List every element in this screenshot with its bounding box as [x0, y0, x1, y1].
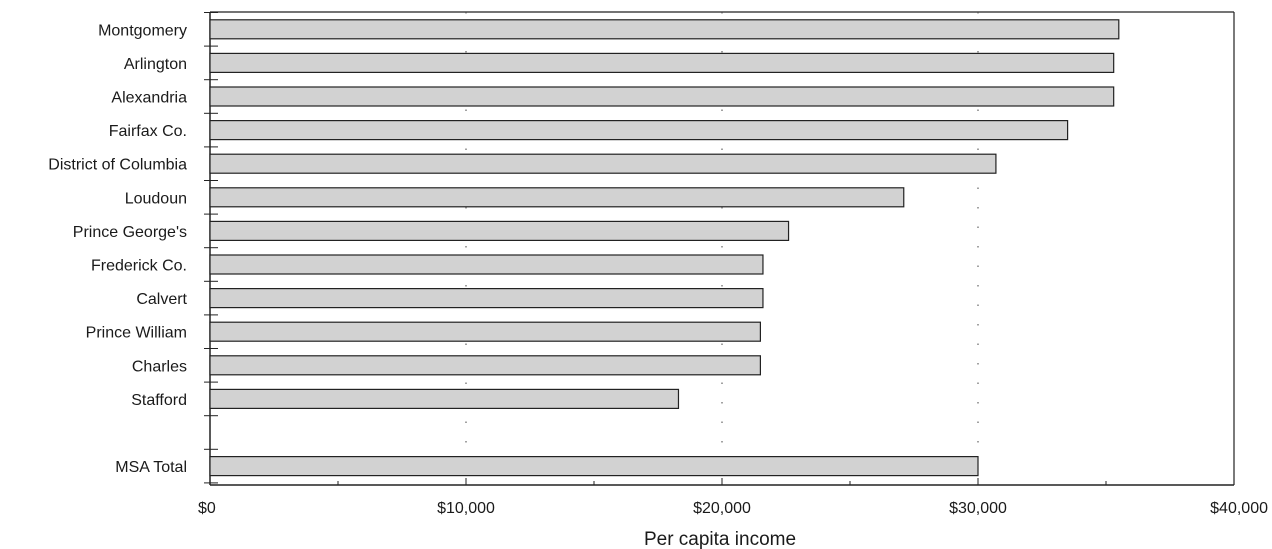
x-tick-label: $40,000 — [1210, 500, 1268, 517]
category-label: Loudoun — [125, 190, 187, 207]
bars — [209, 19, 1120, 477]
bar — [209, 254, 764, 275]
category-label: Calvert — [136, 291, 187, 308]
bar — [209, 355, 762, 376]
category-label: Alexandria — [111, 90, 187, 107]
category-label: Prince George's — [73, 224, 187, 241]
x-axis-title: Per capita income — [644, 529, 796, 549]
category-label: Prince William — [86, 325, 187, 342]
category-label: Stafford — [131, 392, 187, 409]
category-label: Charles — [132, 358, 187, 375]
bar — [209, 220, 790, 241]
plot-frame — [204, 11, 1235, 486]
category-label: MSA Total — [115, 459, 187, 476]
category-label: Frederick Co. — [91, 258, 187, 275]
x-tick-label: $0 — [198, 500, 216, 517]
x-tick-label: $20,000 — [693, 500, 751, 517]
x-tick-label: $30,000 — [949, 500, 1007, 517]
x-axis-ticks: $0 $10,000 $20,000 $30,000 $40,000 — [198, 478, 1268, 517]
bar — [209, 86, 1115, 107]
bar — [209, 187, 905, 208]
x-tick-label: $10,000 — [437, 500, 495, 517]
category-label: Arlington — [124, 56, 187, 73]
grid-lines — [465, 12, 979, 485]
category-label: Montgomery — [98, 22, 187, 39]
bar — [209, 52, 1115, 74]
category-label: Fairfax Co. — [109, 123, 187, 140]
bar — [209, 456, 979, 477]
bar — [209, 288, 764, 309]
bar — [209, 388, 680, 409]
bar — [209, 19, 1120, 40]
category-label: District of Columbia — [48, 157, 187, 174]
bar — [209, 119, 1069, 141]
bar — [209, 153, 997, 174]
bar — [209, 321, 762, 342]
category-labels: Montgomery Arlington Alexandria Fairfax Co.… — [48, 22, 187, 476]
